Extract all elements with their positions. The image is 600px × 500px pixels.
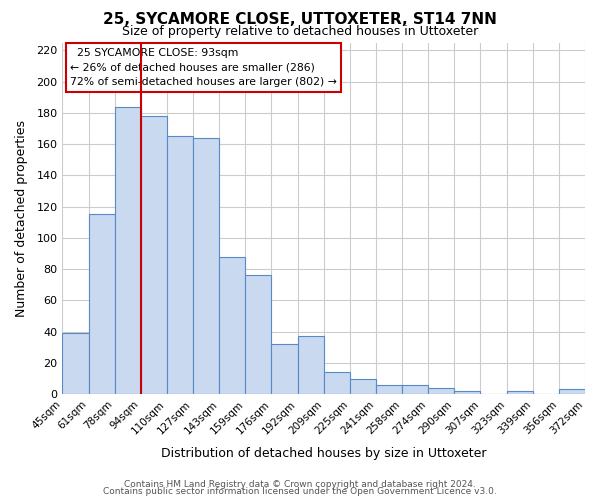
Bar	[219, 256, 245, 394]
Bar	[62, 333, 89, 394]
Text: 25, SYCAMORE CLOSE, UTTOXETER, ST14 7NN: 25, SYCAMORE CLOSE, UTTOXETER, ST14 7NN	[103, 12, 497, 28]
X-axis label: Distribution of detached houses by size in Uttoxeter: Distribution of detached houses by size …	[161, 447, 487, 460]
Bar	[559, 390, 585, 394]
Bar	[428, 388, 454, 394]
Text: Size of property relative to detached houses in Uttoxeter: Size of property relative to detached ho…	[122, 25, 478, 38]
Y-axis label: Number of detached properties: Number of detached properties	[15, 120, 28, 317]
Bar	[245, 276, 271, 394]
Bar	[350, 378, 376, 394]
Bar	[324, 372, 350, 394]
Bar	[193, 138, 219, 394]
Bar	[271, 344, 298, 394]
Bar	[167, 136, 193, 394]
Bar	[89, 214, 115, 394]
Bar	[506, 391, 533, 394]
Bar	[454, 391, 481, 394]
Bar	[141, 116, 167, 394]
Text: Contains HM Land Registry data © Crown copyright and database right 2024.: Contains HM Land Registry data © Crown c…	[124, 480, 476, 489]
Text: Contains public sector information licensed under the Open Government Licence v3: Contains public sector information licen…	[103, 487, 497, 496]
Text: 25 SYCAMORE CLOSE: 93sqm  
← 26% of detached houses are smaller (286)
72% of sem: 25 SYCAMORE CLOSE: 93sqm ← 26% of detach…	[70, 48, 337, 88]
Bar	[402, 385, 428, 394]
Bar	[298, 336, 324, 394]
Bar	[115, 106, 141, 394]
Bar	[376, 385, 402, 394]
